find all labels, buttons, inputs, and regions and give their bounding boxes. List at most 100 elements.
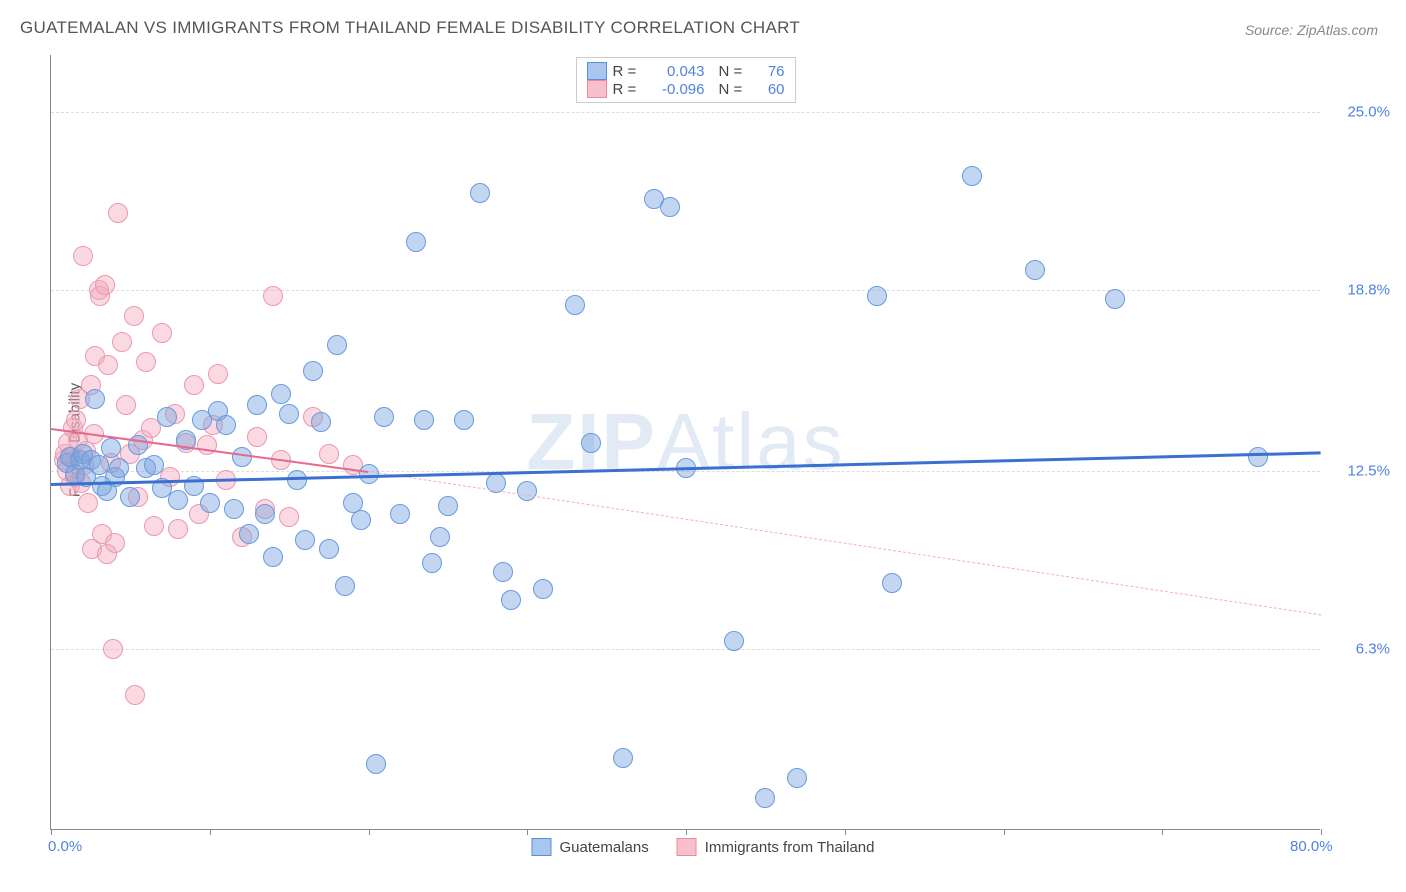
scatter-point-blue xyxy=(120,487,140,507)
scatter-point-blue xyxy=(311,412,331,432)
scatter-point-pink xyxy=(78,493,98,513)
scatter-point-blue xyxy=(109,458,129,478)
gridline xyxy=(51,112,1320,113)
scatter-point-blue xyxy=(1105,289,1125,309)
scatter-point-blue xyxy=(414,410,434,430)
r-value: 0.043 xyxy=(649,63,705,80)
scatter-point-blue xyxy=(422,553,442,573)
scatter-point-blue xyxy=(962,166,982,186)
x-max-label: 80.0% xyxy=(1290,838,1333,855)
legend-top: R = 0.043 N = 76 R = -0.096 N = 60 xyxy=(576,57,796,103)
scatter-point-blue xyxy=(224,499,244,519)
scatter-point-blue xyxy=(319,539,339,559)
scatter-point-blue xyxy=(327,335,347,355)
scatter-point-blue xyxy=(565,295,585,315)
scatter-point-blue xyxy=(144,455,164,475)
scatter-point-pink xyxy=(168,519,188,539)
scatter-point-blue xyxy=(430,527,450,547)
scatter-point-pink xyxy=(184,375,204,395)
r-value: -0.096 xyxy=(649,81,705,98)
scatter-point-blue xyxy=(406,232,426,252)
scatter-point-blue xyxy=(255,504,275,524)
scatter-point-blue xyxy=(216,415,236,435)
scatter-point-pink xyxy=(208,364,228,384)
source-label: Source: ZipAtlas.com xyxy=(1245,22,1378,38)
scatter-point-pink xyxy=(98,355,118,375)
scatter-point-blue xyxy=(390,504,410,524)
scatter-point-pink xyxy=(263,286,283,306)
gridline xyxy=(51,649,1320,650)
scatter-point-pink xyxy=(103,639,123,659)
scatter-point-blue xyxy=(101,438,121,458)
chart-container: GUATEMALAN VS IMMIGRANTS FROM THAILAND F… xyxy=(0,0,1406,892)
scatter-point-pink xyxy=(197,435,217,455)
scatter-point-blue xyxy=(271,384,291,404)
x-tick xyxy=(686,829,687,835)
x-tick xyxy=(369,829,370,835)
scatter-point-blue xyxy=(613,748,633,768)
scatter-point-blue xyxy=(279,404,299,424)
r-label: R = xyxy=(613,81,643,98)
scatter-point-blue xyxy=(438,496,458,516)
swatch-pink xyxy=(587,80,607,98)
scatter-point-pink xyxy=(108,203,128,223)
legend-row-1: R = 0.043 N = 76 xyxy=(587,62,785,80)
y-tick-label: 18.8% xyxy=(1347,282,1390,299)
scatter-point-blue xyxy=(1248,447,1268,467)
scatter-point-blue xyxy=(533,579,553,599)
n-value: 60 xyxy=(755,81,785,98)
scatter-point-blue xyxy=(366,754,386,774)
scatter-point-pink xyxy=(105,533,125,553)
scatter-point-blue xyxy=(374,407,394,427)
scatter-point-pink xyxy=(112,332,132,352)
legend-item-1: Guatemalans xyxy=(531,838,648,856)
scatter-point-blue xyxy=(247,395,267,415)
scatter-point-blue xyxy=(239,524,259,544)
scatter-point-blue xyxy=(168,490,188,510)
scatter-point-blue xyxy=(517,481,537,501)
x-tick xyxy=(1162,829,1163,835)
scatter-point-pink xyxy=(66,410,86,430)
x-tick xyxy=(210,829,211,835)
x-tick xyxy=(845,829,846,835)
scatter-point-blue xyxy=(1025,260,1045,280)
plot-area: ZIPAtlas R = 0.043 N = 76 R = -0.096 N =… xyxy=(50,55,1320,830)
scatter-point-blue xyxy=(351,510,371,530)
chart-title: GUATEMALAN VS IMMIGRANTS FROM THAILAND F… xyxy=(20,18,800,38)
x-min-label: 0.0% xyxy=(48,838,82,855)
scatter-point-blue xyxy=(157,407,177,427)
x-tick xyxy=(51,829,52,835)
scatter-point-blue xyxy=(581,433,601,453)
scatter-point-blue xyxy=(295,530,315,550)
y-tick-label: 25.0% xyxy=(1347,104,1390,121)
legend-item-2: Immigrants from Thailand xyxy=(677,838,875,856)
x-tick xyxy=(1004,829,1005,835)
swatch-pink xyxy=(677,838,697,856)
scatter-point-blue xyxy=(303,361,323,381)
n-value: 76 xyxy=(755,63,785,80)
n-label: N = xyxy=(719,81,749,98)
scatter-point-pink xyxy=(116,395,136,415)
scatter-point-pink xyxy=(279,507,299,527)
scatter-point-pink xyxy=(136,352,156,372)
legend-bottom: Guatemalans Immigrants from Thailand xyxy=(531,838,874,856)
scatter-point-pink xyxy=(319,444,339,464)
y-tick-label: 6.3% xyxy=(1356,641,1390,658)
scatter-point-blue xyxy=(454,410,474,430)
legend-row-2: R = -0.096 N = 60 xyxy=(587,80,785,98)
swatch-blue xyxy=(531,838,551,856)
x-tick xyxy=(1321,829,1322,835)
swatch-blue xyxy=(587,62,607,80)
scatter-point-blue xyxy=(493,562,513,582)
scatter-point-blue xyxy=(501,590,521,610)
scatter-point-blue xyxy=(787,768,807,788)
scatter-point-blue xyxy=(660,197,680,217)
scatter-point-blue xyxy=(335,576,355,596)
scatter-point-blue xyxy=(882,573,902,593)
scatter-point-pink xyxy=(124,306,144,326)
gridline xyxy=(51,290,1320,291)
legend-label: Immigrants from Thailand xyxy=(705,839,875,856)
scatter-point-blue xyxy=(724,631,744,651)
n-label: N = xyxy=(719,63,749,80)
scatter-point-blue xyxy=(755,788,775,808)
